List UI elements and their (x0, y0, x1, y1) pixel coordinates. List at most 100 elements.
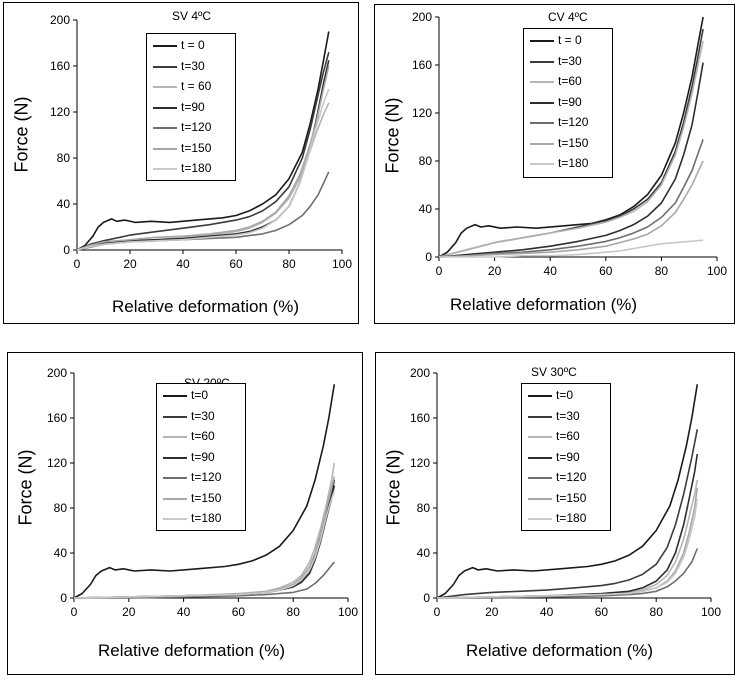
legend-item: t=150 (524, 134, 612, 154)
legend-label: t=180 (558, 156, 589, 170)
legend-label: t=180 (181, 161, 212, 175)
legend-label: t=150 (191, 490, 222, 505)
chart-svg: 0 40 80 120 160 200 0 20 40 60 80 100 (410, 366, 721, 619)
legend-swatch (163, 456, 187, 459)
chart-svg: 0 40 80 120 160 200 0 20 40 60 80 100 (47, 366, 358, 619)
legend-label: t=180 (191, 511, 222, 525)
legend-swatch (163, 395, 187, 397)
y-tick-label: 40 (417, 546, 431, 560)
x-tick-label: 80 (282, 257, 296, 271)
legend-swatch (163, 518, 187, 520)
legend-swatch (153, 106, 177, 109)
x-tick-label: 40 (544, 264, 558, 278)
legend-item: t=0 (157, 386, 245, 406)
y-tick-label: 120 (47, 456, 67, 470)
x-tick-label: 20 (488, 264, 502, 278)
legend-swatch (530, 142, 554, 145)
x-tick-label: 60 (599, 264, 613, 278)
legend-swatch (153, 147, 177, 150)
series-line (438, 16, 704, 258)
legend-item: t=30 (524, 52, 612, 72)
x-tick-label: 80 (655, 264, 669, 278)
x-tick-label: 100 (338, 605, 358, 619)
legend-item: t=0 (522, 386, 610, 406)
legend-label: t=150 (181, 140, 212, 155)
x-tick-label: 20 (485, 605, 499, 619)
legend-label: t=60 (558, 74, 582, 88)
legend-swatch (528, 415, 552, 418)
legend-swatch (528, 395, 552, 397)
legend-item: t = 0 (147, 36, 235, 56)
legend-label: t=30 (191, 408, 215, 423)
x-tick-label: 40 (177, 605, 191, 619)
y-tick-label: 160 (50, 59, 70, 73)
legend-item: t=60 (522, 427, 610, 447)
y-tick-label: 80 (57, 151, 71, 165)
chart-panel: 0 40 80 120 160 200 0 20 40 60 80 100 SV 30ºC Force (… (375, 352, 735, 675)
legend-item: t=30 (147, 57, 235, 77)
legend-swatch (153, 45, 177, 47)
chart-svg: 0 40 80 120 160 200 0 20 40 60 80 100 (50, 13, 352, 271)
legend-item: t=120 (524, 113, 612, 133)
legend-swatch (530, 81, 554, 83)
y-tick-label: 120 (50, 105, 70, 119)
legend-label: t=30 (181, 58, 205, 73)
y-tick-label: 160 (410, 411, 430, 425)
y-tick-label: 0 (60, 591, 67, 605)
x-tick-label: 100 (332, 257, 352, 271)
legend-swatch (163, 497, 187, 500)
y-tick-label: 80 (419, 154, 433, 168)
y-tick-label: 200 (47, 366, 67, 380)
y-tick-label: 0 (423, 591, 430, 605)
legend-item: t=150 (157, 489, 245, 509)
y-tick-label: 120 (410, 456, 430, 470)
legend-item: t=120 (157, 468, 245, 488)
legend-label: t=60 (191, 429, 215, 443)
x-tick-label: 80 (287, 605, 301, 619)
x-tick-label: 80 (650, 605, 664, 619)
legend-swatch (163, 477, 187, 479)
legend-label: t=120 (556, 470, 587, 484)
legend-label: t=120 (181, 120, 212, 134)
legend-swatch (528, 477, 552, 479)
series-line (76, 65, 330, 251)
legend-swatch (530, 60, 554, 63)
y-tick-label: 40 (419, 202, 433, 216)
x-tick-label: 60 (229, 257, 243, 271)
legend-swatch (528, 436, 552, 438)
legend-label: t=120 (558, 115, 589, 129)
legend-label: t=0 (191, 388, 209, 402)
series-line (74, 561, 335, 599)
legend-item: t=120 (522, 468, 610, 488)
legend-swatch (528, 497, 552, 500)
legend-swatch (530, 122, 554, 124)
x-tick-label: 60 (232, 605, 246, 619)
y-tick-label: 200 (50, 13, 70, 27)
series-line (438, 62, 704, 258)
legend-item: t=150 (147, 139, 235, 159)
series-line (438, 160, 704, 258)
chart-title: SV 4ºC (172, 9, 212, 23)
legend-label: t=180 (556, 511, 587, 525)
x-axis-label: Relative deformation (%) (98, 641, 286, 660)
legend-item: t = 60 (147, 77, 235, 97)
legend-swatch (530, 163, 554, 165)
legend-item: t=90 (522, 448, 610, 468)
x-tick-label: 0 (71, 605, 78, 619)
legend-label: t=60 (556, 429, 580, 443)
series-line (439, 239, 704, 258)
legend-label: t=90 (556, 449, 580, 464)
series-line (73, 384, 336, 599)
legend-swatch (153, 86, 177, 88)
series-line (436, 429, 699, 599)
y-tick-label: 40 (57, 197, 71, 211)
x-tick-label: 0 (436, 264, 443, 278)
legend-item: t=180 (524, 154, 612, 174)
legend-label: t=30 (558, 53, 582, 68)
x-tick-label: 20 (123, 257, 137, 271)
y-tick-label: 0 (425, 250, 432, 264)
x-tick-label: 100 (701, 605, 721, 619)
legend-label: t=120 (191, 470, 222, 484)
legend-label: t=30 (556, 408, 580, 423)
x-tick-label: 60 (595, 605, 609, 619)
